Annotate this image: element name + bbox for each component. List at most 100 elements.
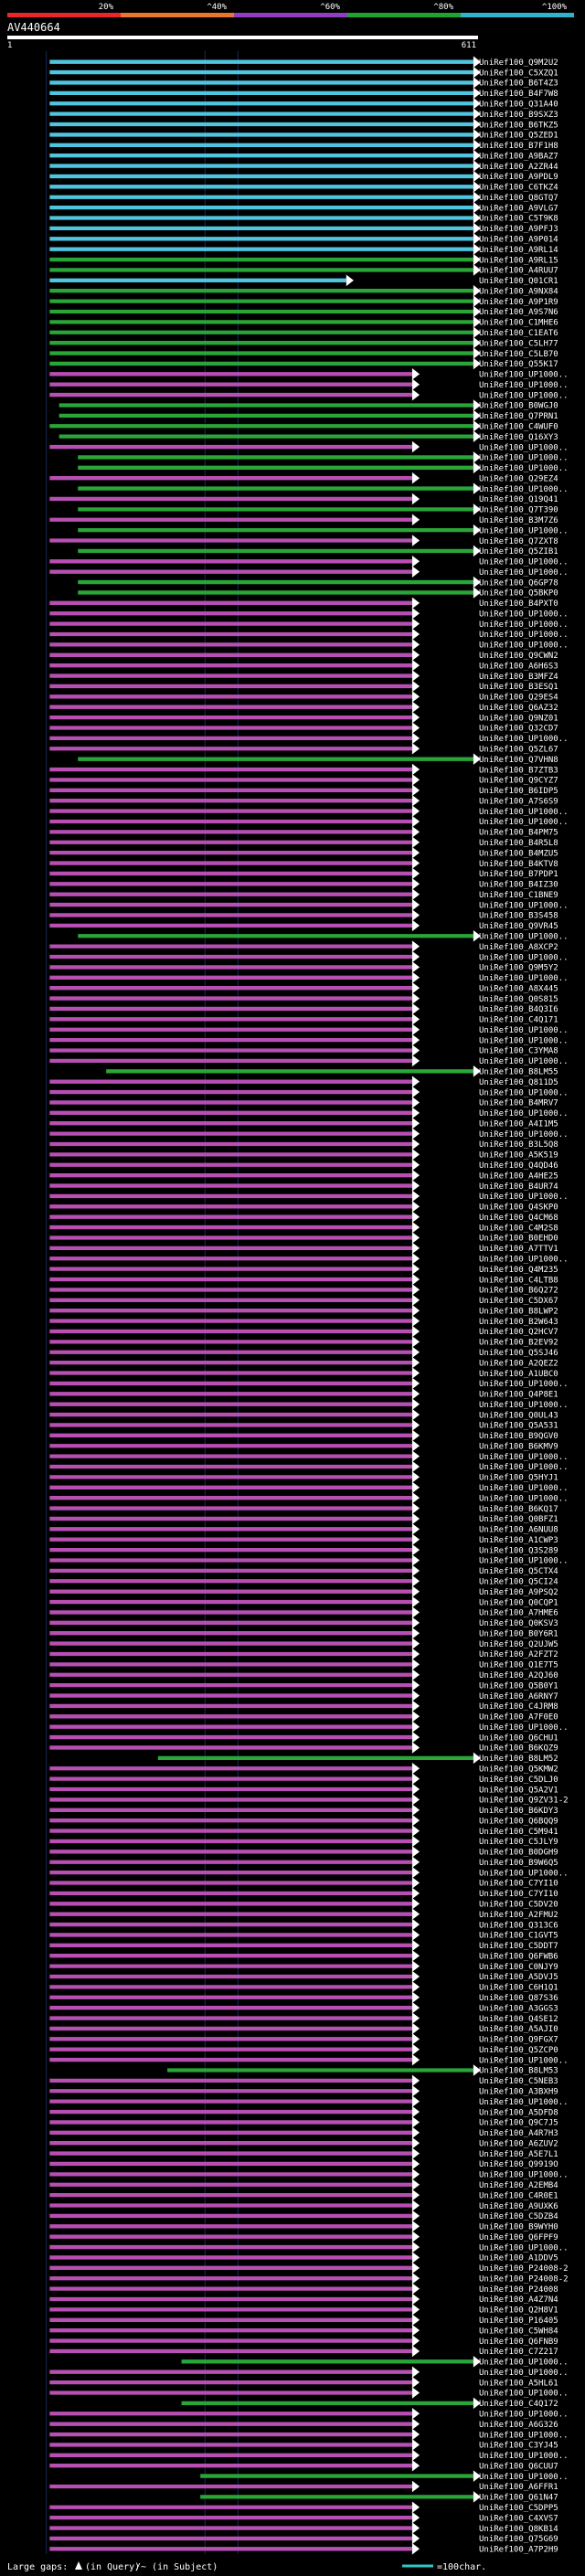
hit-label[interactable]: UniRef100_UP1000.. — [479, 2098, 569, 2107]
hit-label[interactable]: UniRef100_C4Q172 — [479, 2400, 558, 2409]
hit-row[interactable]: UniRef100_UP1000.. — [49, 1460, 569, 1473]
hit-row[interactable]: UniRef100_B7F1H8 — [49, 139, 558, 152]
hit-label[interactable]: UniRef100_B9W6Q5 — [479, 1859, 558, 1868]
hit-row[interactable]: UniRef100_Q6CUU7 — [49, 2459, 558, 2472]
hit-label[interactable]: UniRef100_UP1000.. — [479, 1109, 569, 1118]
hit-row[interactable]: UniRef100_A3BXH9 — [49, 2084, 558, 2097]
hit-label[interactable]: UniRef100_UP1000.. — [479, 1401, 569, 1410]
hit-label[interactable]: UniRef100_C4LTB8 — [479, 1276, 558, 1285]
hit-row[interactable]: UniRef100_UP1000.. — [49, 1398, 569, 1410]
hit-row[interactable]: UniRef100_UP1000.. — [49, 732, 569, 745]
hit-row[interactable]: UniRef100_B8LM52 — [157, 1752, 558, 1765]
hit-label[interactable]: UniRef100_Q4M235 — [479, 1266, 558, 1275]
hit-label[interactable]: UniRef100_Q01CR1 — [479, 277, 558, 286]
hit-row[interactable]: UniRef100_B2EV92 — [49, 1336, 558, 1348]
hit-row[interactable]: UniRef100_Q16XY3 — [58, 430, 558, 442]
hit-label[interactable]: UniRef100_Q0UL43 — [479, 1411, 558, 1420]
hit-row[interactable]: UniRef100_UP1000.. — [49, 639, 569, 651]
hit-row[interactable]: UniRef100_C4LTB8 — [49, 1273, 558, 1286]
hit-label[interactable]: UniRef100_UP1000.. — [479, 1453, 569, 1462]
hit-label[interactable]: UniRef100_A6H6S3 — [479, 662, 558, 671]
hit-label[interactable]: UniRef100_B4IZ30 — [479, 881, 558, 890]
hit-row[interactable]: UniRef100_A1UBC0 — [49, 1367, 558, 1379]
hit-label[interactable]: UniRef100_Q0KSV3 — [479, 1619, 558, 1628]
hit-row[interactable]: UniRef100_UP1000.. — [49, 1450, 569, 1462]
hit-row[interactable]: UniRef100_Q8KB14 — [49, 2522, 558, 2534]
hit-label[interactable]: UniRef100_A6G326 — [479, 2421, 558, 2430]
hit-label[interactable]: UniRef100_B4MZU5 — [479, 849, 558, 858]
hit-row[interactable]: UniRef100_B3ESQ1 — [49, 680, 558, 693]
hit-label[interactable]: UniRef100_B3S458 — [479, 912, 558, 921]
hit-label[interactable]: UniRef100_A5AJI0 — [479, 2025, 558, 2034]
hit-label[interactable]: UniRef100_UP1000.. — [479, 2056, 569, 2065]
hit-label[interactable]: UniRef100_Q16XY3 — [479, 433, 558, 442]
hit-label[interactable]: UniRef100_Q313C6 — [479, 1921, 558, 1930]
hit-label[interactable]: UniRef100_UP1000.. — [479, 1057, 569, 1066]
hit-row[interactable]: UniRef100_C5M941 — [49, 1825, 558, 1837]
hit-row[interactable]: UniRef100_Q31A40 — [49, 97, 558, 110]
hit-row[interactable]: UniRef100_Q1E7T5 — [49, 1659, 558, 1670]
hit-label[interactable]: UniRef100_UP1000.. — [479, 558, 569, 567]
hit-row[interactable]: UniRef100_A9S7N6 — [49, 305, 558, 318]
hit-label[interactable]: UniRef100_Q0BFZ1 — [479, 1515, 558, 1524]
hit-row[interactable]: UniRef100_UP1000.. — [49, 1721, 569, 1733]
hit-row[interactable]: UniRef100_Q5SJ46 — [49, 1346, 558, 1359]
hit-row[interactable]: UniRef100_Q55K17 — [49, 357, 558, 370]
hit-label[interactable]: UniRef100_A7HME6 — [479, 1609, 558, 1618]
hit-label[interactable]: UniRef100_C5XZQ1 — [479, 69, 558, 78]
hit-row[interactable]: UniRef100_UP1000.. — [181, 2356, 569, 2368]
hit-label[interactable]: UniRef100_UP1000.. — [479, 568, 569, 578]
hit-row[interactable]: UniRef100_B0EHD0 — [49, 1232, 558, 1244]
hit-label[interactable]: UniRef100_A2QEZ2 — [479, 1359, 558, 1368]
hit-row[interactable]: UniRef100_Q5ZED1 — [49, 129, 558, 141]
hit-label[interactable]: UniRef100_C5LB70 — [479, 350, 558, 359]
hit-label[interactable]: UniRef100_C4R0E1 — [479, 2191, 558, 2200]
hit-row[interactable]: UniRef100_C5XZQ1 — [49, 66, 558, 79]
hit-row[interactable]: UniRef100_A4I1M5 — [49, 1117, 558, 1129]
hit-label[interactable]: UniRef100_B7F1H8 — [479, 142, 558, 151]
hit-row[interactable]: UniRef100_A7P2H9 — [49, 2543, 558, 2555]
hit-row[interactable]: UniRef100_A9NX84 — [49, 284, 558, 297]
hit-row[interactable]: UniRef100_UP1000.. — [49, 2095, 569, 2107]
hit-row[interactable]: UniRef100_C1BNE9 — [49, 888, 558, 900]
hit-row[interactable]: UniRef100_Q5ZIB1 — [78, 545, 558, 557]
hit-row[interactable]: UniRef100_C0NJY9 — [49, 1960, 558, 1972]
hit-row[interactable]: UniRef100_UP1000.. — [49, 2449, 569, 2462]
hit-label[interactable]: UniRef100_B2EV92 — [479, 1339, 558, 1348]
hit-row[interactable]: UniRef100_A2FZT2 — [49, 1648, 558, 1660]
hit-row[interactable]: UniRef100_UP1000.. — [49, 898, 569, 911]
hit-row[interactable]: UniRef100_B8LM55 — [106, 1065, 558, 1077]
hit-row[interactable]: UniRef100_C4WUF0 — [49, 419, 558, 432]
hit-row[interactable]: UniRef100_C5DDT7 — [49, 1939, 558, 1952]
hit-row[interactable]: UniRef100_UP1000.. — [49, 368, 569, 380]
hit-label[interactable]: UniRef100_C7Z217 — [479, 2348, 558, 2357]
hit-label[interactable]: UniRef100_UP1000.. — [479, 485, 569, 494]
hit-label[interactable]: UniRef100_B9WYH0 — [479, 2223, 558, 2232]
hit-label[interactable]: UniRef100_UP1000.. — [479, 610, 569, 619]
hit-label[interactable]: UniRef100_A4HE25 — [479, 1171, 558, 1181]
hit-label[interactable]: UniRef100_UP1000.. — [479, 1088, 569, 1097]
hit-row[interactable]: UniRef100_C5DX67 — [49, 1294, 558, 1307]
hit-row[interactable]: UniRef100_Q6FWB6 — [49, 1949, 558, 1962]
hit-row[interactable]: UniRef100_A8X445 — [49, 981, 558, 994]
hit-label[interactable]: UniRef100_Q19Q41 — [479, 495, 558, 504]
hit-row[interactable]: UniRef100_Q7PRN1 — [58, 409, 558, 422]
hit-label[interactable]: UniRef100_A4RUU7 — [479, 267, 558, 276]
hit-row[interactable]: UniRef100_Q9NZ01 — [49, 711, 558, 724]
hit-row[interactable]: UniRef100_Q29EZ4 — [49, 472, 558, 484]
hit-label[interactable]: UniRef100_A9PSQ2 — [479, 1588, 558, 1597]
hit-row[interactable]: UniRef100_A3GGS3 — [49, 2001, 558, 2014]
hit-label[interactable]: UniRef100_UP1000.. — [479, 1869, 569, 1878]
hit-label[interactable]: UniRef100_UP1000.. — [479, 2411, 569, 2420]
hit-label[interactable]: UniRef100_B3ESQ1 — [479, 683, 558, 692]
hit-label[interactable]: UniRef100_A7P2H9 — [479, 2546, 558, 2555]
hit-row[interactable]: UniRef100_B4F7W8 — [49, 87, 558, 100]
hit-label[interactable]: UniRef100_C5DDT7 — [479, 1942, 558, 1951]
hit-label[interactable]: UniRef100_UP1000.. — [479, 526, 569, 535]
hit-label[interactable]: UniRef100_C3YMA8 — [479, 1047, 558, 1056]
hit-label[interactable]: UniRef100_B4Q3I6 — [479, 1005, 558, 1014]
hit-row[interactable]: UniRef100_B6KMV9 — [49, 1439, 558, 1452]
hit-row[interactable]: UniRef100_B3L5Q8 — [49, 1138, 558, 1150]
hit-label[interactable]: UniRef100_Q9CYZ7 — [479, 777, 558, 786]
hit-row[interactable]: UniRef100_UP1000.. — [49, 2428, 569, 2441]
